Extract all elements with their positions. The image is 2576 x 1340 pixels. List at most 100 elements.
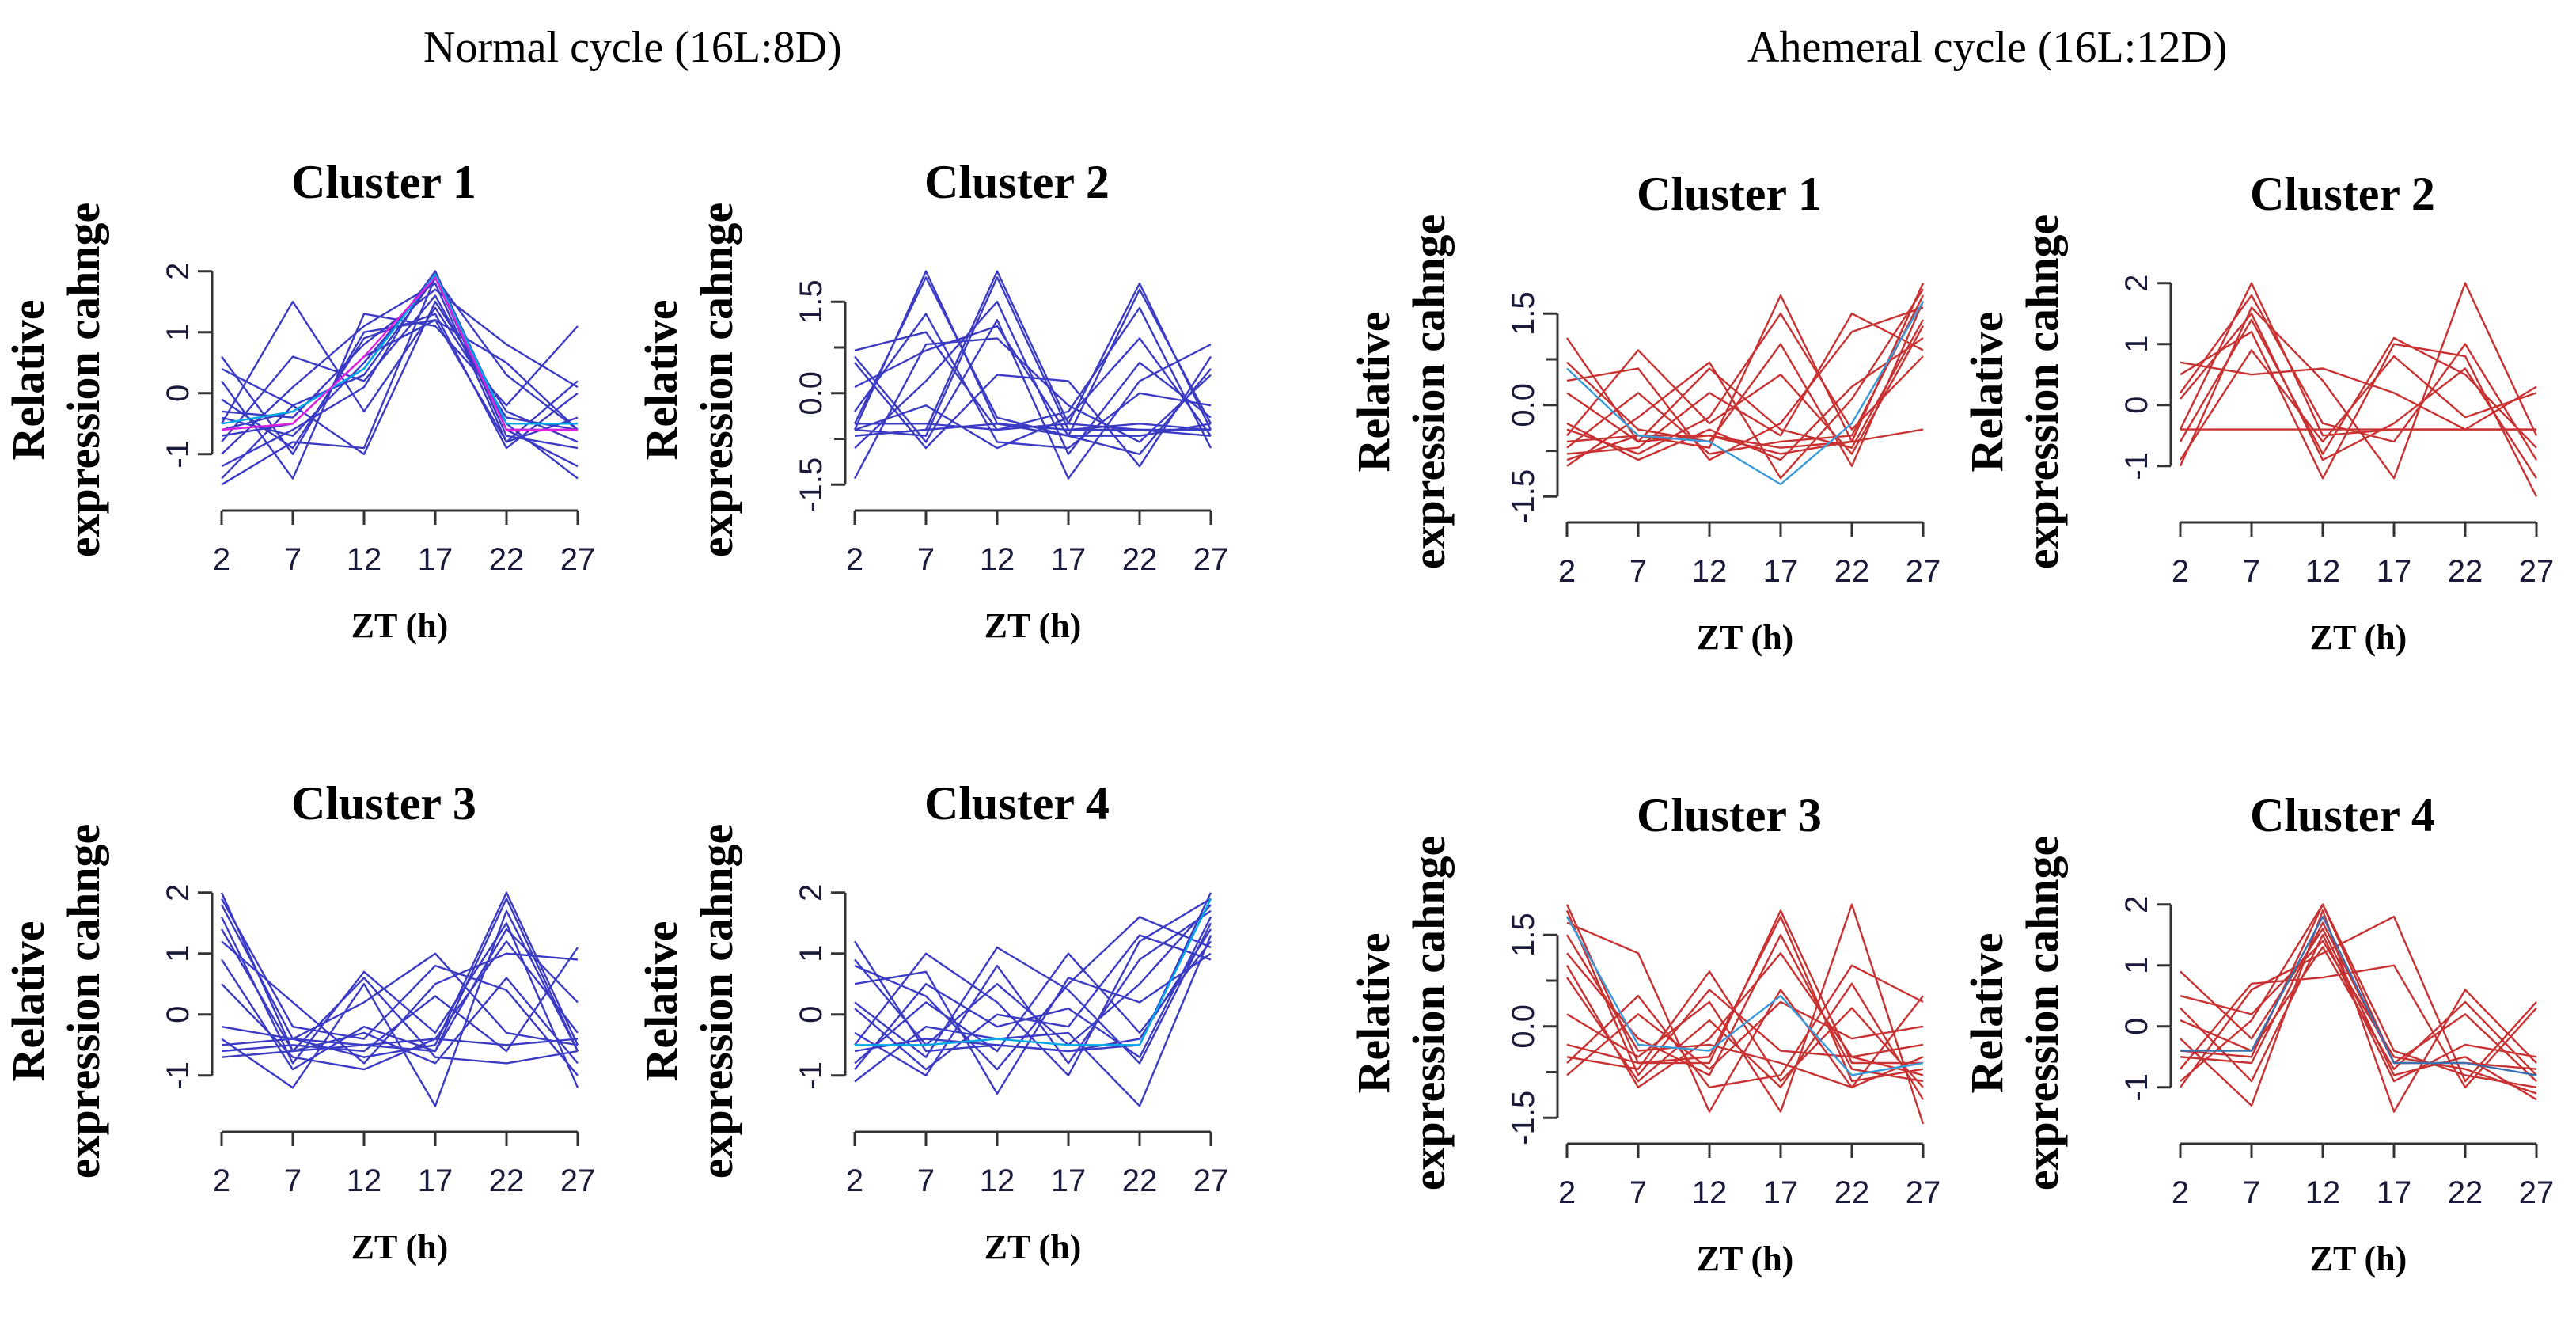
series-line [1566,325,1925,455]
series-line [2179,318,2537,455]
x-tick-label: 2 [2172,1175,2189,1210]
x-axis-label: ZT (h) [351,606,449,645]
series-line [1566,306,1924,461]
series-line [854,916,1212,1070]
y-axis-label-line-2: expression cahnge [691,203,742,557]
series-line [854,288,1212,437]
x-tick-label: 12 [2305,1175,2341,1210]
series-line [1566,319,1925,449]
y-tick-label: 2 [2119,275,2154,292]
x-tick-label: 22 [1834,554,1870,589]
highlight-series-line [221,276,578,431]
x-tick-label: 2 [846,542,863,577]
series-line [2180,294,2538,461]
x-tick-label: 22 [489,542,525,577]
x-tick-label: 2 [213,1163,230,1198]
y-tick-label: 2 [2119,896,2154,913]
series-line [2180,331,2538,497]
x-tick-label: 27 [1906,1175,1941,1210]
y-tick-label: 0.0 [794,371,829,416]
y-axis-label-line-1: Relative [1961,312,2013,473]
series-line [854,355,1212,468]
series-line [1566,921,1924,1113]
y-tick-label: 0.0 [1506,1004,1541,1049]
series-line [1566,283,1925,461]
series-line [854,337,1212,450]
x-tick-label: 7 [917,1163,935,1198]
series-line [854,904,1212,1046]
series-line [854,916,1212,1071]
x-tick-label: 22 [2448,554,2483,589]
x-axis-label: ZT (h) [2310,618,2407,657]
series-line [1565,909,1924,1076]
y-tick-label: 0 [2119,1018,2154,1035]
y-axis-label-line-2: expression cahnge [58,203,109,557]
x-axis-label: ZT (h) [1697,618,1794,657]
x-tick-label: 27 [2519,554,2555,589]
series-line [1565,952,1924,1088]
y-tick-label: -1 [2119,452,2154,480]
x-tick-label: 7 [917,542,935,577]
y-tick-label: 1 [161,324,195,341]
chart-normal-cluster-2: Cluster 2 Relative expression cahnge -1.5 0.… [635,156,1229,645]
series-line [1565,904,1923,1065]
y-axis-label-line-1: Relative [2,300,54,461]
series-line [2180,928,2537,1101]
x-tick-label: 22 [2448,1175,2483,1210]
x-axis-label: ZT (h) [1697,1239,1794,1278]
series-line [854,319,1212,480]
series-line [221,952,579,1046]
chart-ahemeral-cluster-3: Cluster 3 Relative expression cahnge -1.5 0.… [1348,789,1941,1278]
panel-title: Cluster 2 [924,156,1110,208]
series-line [1566,915,1924,1083]
x-axis-label: ZT (h) [984,606,1082,645]
series-line [221,270,578,431]
y-axis-label-line-1: Relative [1348,312,1399,473]
series-line [1566,294,1925,455]
y-tick-label: -1.5 [1506,469,1541,524]
series-line [220,928,579,1065]
highlight-series-line [221,273,578,425]
x-tick-label: 12 [1692,1175,1728,1210]
y-tick-label: 2 [161,263,195,280]
x-tick-label: 12 [347,542,382,577]
x-tick-label: 2 [1558,554,1576,589]
y-tick-label: 1 [2119,336,2154,353]
x-tick-label: 27 [560,1163,596,1198]
x-tick-label: 27 [1906,554,1941,589]
series-line [2179,349,2537,461]
x-tick-label: 7 [2243,1175,2260,1210]
x-tick-label: 27 [1193,1163,1229,1198]
x-tick-label: 17 [418,542,453,577]
x-tick-label: 17 [1051,1163,1087,1198]
series-line [2180,903,2537,1070]
y-axis-label-line-2: expression cahnge [1403,214,1455,569]
x-tick-label: 17 [2377,554,2412,589]
normal-cycle-title: Normal cycle (16L:8D) [423,23,842,72]
series-line [853,270,1211,431]
panel-title: Cluster 4 [924,777,1110,829]
series-line [221,282,579,455]
x-tick-label: 17 [1763,554,1799,589]
series-line [221,319,579,437]
series-line [220,898,579,1076]
x-tick-label: 7 [1629,1175,1647,1210]
panel-title: Cluster 2 [2250,168,2435,220]
series-line [221,270,579,468]
y-tick-label: -1 [794,1061,829,1090]
x-tick-label: 22 [1122,1163,1158,1198]
series-line [220,928,579,1071]
x-tick-label: 27 [1193,542,1229,577]
series-line [1566,964,1924,1088]
y-tick-label: -1 [161,440,195,469]
series-line [221,940,579,1071]
x-tick-label: 17 [1763,1175,1799,1210]
series-line [854,934,1212,1071]
y-tick-label: 2 [794,884,829,902]
y-tick-label: 1 [2119,957,2154,974]
x-tick-label: 17 [418,1163,453,1198]
